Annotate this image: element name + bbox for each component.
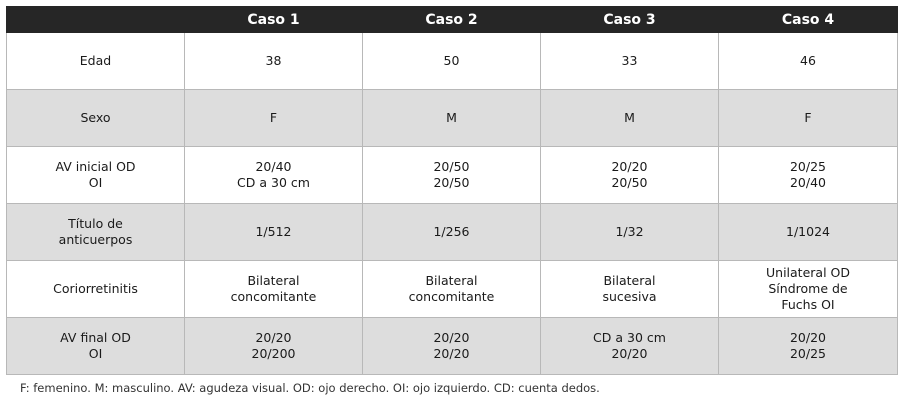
row-sexo: Sexo F M M F <box>6 89 898 147</box>
row-label: Edad <box>6 32 185 90</box>
header-caso-1: Caso 1 <box>184 6 363 33</box>
cell-caso-3: 20/20 20/50 <box>540 146 719 204</box>
header-blank <box>6 6 185 33</box>
row-label: Coriorretinitis <box>6 260 185 318</box>
cell-caso-1: 38 <box>184 32 363 90</box>
row-edad: Edad 38 50 33 46 <box>6 32 898 90</box>
row-av-final: AV final OD OI 20/20 20/200 20/20 20/20 … <box>6 317 898 375</box>
cell-caso-3: M <box>540 89 719 147</box>
clinical-cases-table: Caso 1 Caso 2 Caso 3 Caso 4 Edad 38 50 3… <box>6 6 898 375</box>
header-caso-4: Caso 4 <box>718 6 898 33</box>
cell-caso-2: M <box>362 89 541 147</box>
row-label: AV inicial OD OI <box>6 146 185 204</box>
cell-caso-2: 20/50 20/50 <box>362 146 541 204</box>
row-titulo-anticuerpos: Título de anticuerpos 1/512 1/256 1/32 1… <box>6 203 898 261</box>
header-caso-2: Caso 2 <box>362 6 541 33</box>
cell-caso-2: Bilateral concomitante <box>362 260 541 318</box>
row-label: Título de anticuerpos <box>6 203 185 261</box>
cell-caso-3: Bilateral sucesiva <box>540 260 719 318</box>
header-caso-3: Caso 3 <box>540 6 719 33</box>
cell-caso-2: 1/256 <box>362 203 541 261</box>
cell-caso-3: CD a 30 cm 20/20 <box>540 317 719 375</box>
cell-caso-1: F <box>184 89 363 147</box>
cell-caso-1: Bilateral concomitante <box>184 260 363 318</box>
header-row: Caso 1 Caso 2 Caso 3 Caso 4 <box>6 6 898 33</box>
row-av-inicial: AV inicial OD OI 20/40 CD a 30 cm 20/50 … <box>6 146 898 204</box>
row-label: AV final OD OI <box>6 317 185 375</box>
row-label: Sexo <box>6 89 185 147</box>
cell-caso-4: F <box>718 89 898 147</box>
cell-caso-1: 20/40 CD a 30 cm <box>184 146 363 204</box>
cell-caso-4: 1/1024 <box>718 203 898 261</box>
cell-caso-4: 20/20 20/25 <box>718 317 898 375</box>
row-coriorretinitis: Coriorretinitis Bilateral concomitante B… <box>6 260 898 318</box>
cell-caso-4: 46 <box>718 32 898 90</box>
cell-caso-1: 1/512 <box>184 203 363 261</box>
cell-caso-2: 20/20 20/20 <box>362 317 541 375</box>
cell-caso-4: Unilateral OD Síndrome de Fuchs OI <box>718 260 898 318</box>
cell-caso-1: 20/20 20/200 <box>184 317 363 375</box>
table-footnote: F: femenino. M: masculino. AV: agudeza v… <box>20 381 600 395</box>
cell-caso-3: 33 <box>540 32 719 90</box>
cell-caso-3: 1/32 <box>540 203 719 261</box>
cell-caso-2: 50 <box>362 32 541 90</box>
cell-caso-4: 20/25 20/40 <box>718 146 898 204</box>
